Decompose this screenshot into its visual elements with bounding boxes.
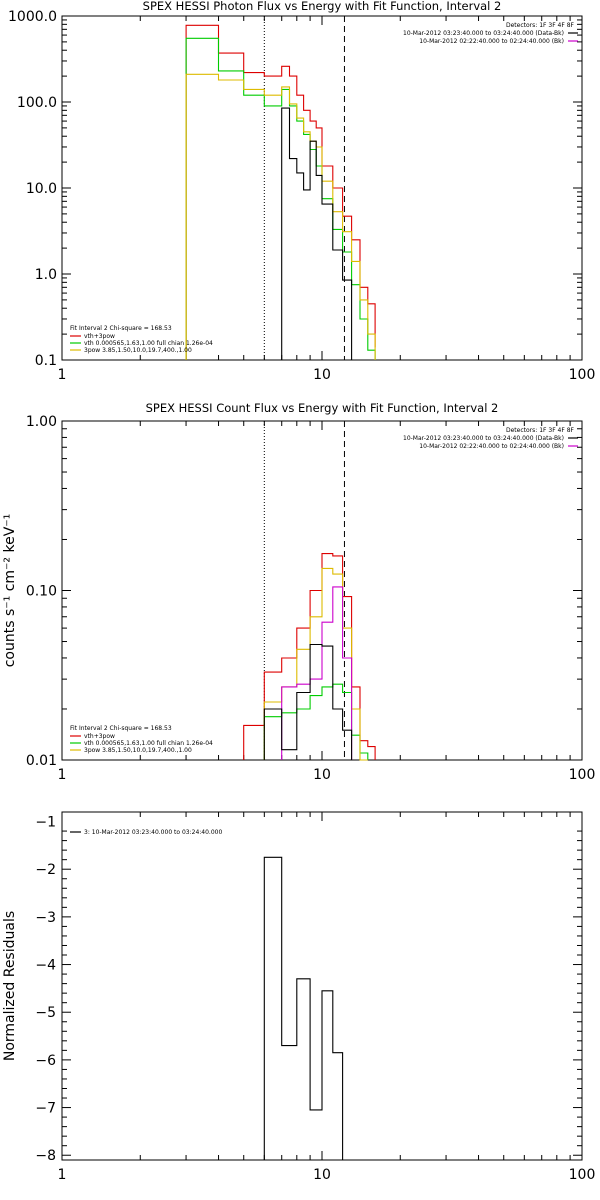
legend-left-label-3: 3pow 3.85,1.50,10.0,19.7,400.,1.00: [84, 347, 192, 354]
y-tick-label: −6: [35, 1053, 56, 1069]
header-line-1: Detectors: 1F 3F 4F 8F: [506, 427, 575, 434]
series-step-3: [185, 73, 376, 360]
series-step-1: [243, 553, 376, 760]
series-step-4: [281, 107, 353, 360]
y-tick-label: 100.0: [17, 95, 57, 111]
x-tick-label: 1: [58, 767, 67, 783]
y-tick-label: −8: [35, 1148, 56, 1164]
y-tick-label: −2: [35, 862, 56, 878]
series-step-2: [185, 37, 376, 360]
series-step-5: [263, 643, 353, 760]
series-step-4: [281, 586, 353, 760]
x-tick-label: 100: [569, 767, 596, 783]
series-step-2: [263, 683, 369, 760]
legend-left-label-1: vth+3pow: [84, 333, 115, 340]
header-line-3: 10-Mar-2012 02:22:40.000 to 02:24:40.000…: [419, 443, 564, 450]
chart-panel-1: SPEX HESSI Photon Flux vs Energy with Fi…: [8, 0, 595, 383]
x-tick-label: 100: [569, 367, 596, 383]
y-axis-label: counts s⁻¹ cm⁻² keV⁻¹: [2, 514, 18, 668]
y-axis-label: Normalized Residuals: [2, 911, 18, 1061]
y-tick-label: −7: [35, 1101, 56, 1117]
x-tick-label: 10: [313, 367, 331, 383]
header-line-1: Detectors: 1F 3F 4F 8F: [506, 22, 575, 29]
x-tick-label: 10: [313, 767, 331, 783]
y-tick-label: 0.10: [26, 584, 57, 600]
y-tick-label: 10.0: [26, 181, 57, 197]
y-tick-label: 1.0: [35, 267, 57, 283]
legend-left-label-3: 3pow 3.85,1.50,10.0,19.7,400.,1.00: [84, 747, 192, 754]
header-line-2: 10-Mar-2012 03:23:40.000 to 03:24:40.000…: [403, 435, 564, 442]
y-tick-label: 0.01: [26, 753, 57, 769]
legend-left-label-2: vth 0.000565,1.63,1.00 full chian 1.26e-…: [84, 740, 213, 747]
legend-left-label-2: vth 0.000565,1.63,1.00 full chian 1.26e-…: [84, 340, 213, 347]
x-tick-label: 10: [313, 1167, 331, 1183]
y-tick-label: −4: [35, 958, 56, 974]
header-line-2: 10-Mar-2012 03:23:40.000 to 03:24:40.000…: [403, 30, 564, 37]
legend-left-title: Fit Interval 2 Chi-square = 168.53: [70, 725, 172, 732]
legend-left-label-1: 3: 10-Mar-2012 03:23:40.000 to 03:24:40.…: [84, 829, 222, 836]
y-tick-label: −3: [35, 910, 56, 926]
x-tick-label: 100: [569, 1167, 596, 1183]
x-tick-label: 1: [58, 367, 67, 383]
y-tick-label: 1.00: [26, 414, 57, 430]
series-step-1: [263, 856, 344, 1160]
chart-title: SPEX HESSI Photon Flux vs Energy with Fi…: [143, 0, 502, 13]
header-line-3: 10-Mar-2012 02:22:40.000 to 02:24:40.000…: [419, 38, 564, 45]
chart-panel-2: SPEX HESSI Count Flux vs Energy with Fit…: [2, 401, 595, 783]
legend-left-title: Fit Interval 2 Chi-square = 168.53: [70, 325, 172, 332]
y-tick-label: −1: [35, 815, 56, 831]
series-step-1: [185, 24, 376, 360]
series-step-3: [263, 567, 368, 761]
y-tick-label: −5: [35, 1005, 56, 1021]
y-tick-label: 1000.0: [8, 9, 57, 25]
legend-left-label-1: vth+3pow: [84, 733, 115, 740]
chart-panel-3: 1 10 100 −1 −2 −3 −4 −5 −6 −7 −8 Normalized Residua…: [2, 811, 596, 1183]
chart-title: SPEX HESSI Count Flux vs Energy with Fit…: [146, 401, 499, 415]
y-tick-label: 0.1: [35, 353, 57, 369]
x-tick-label: 1: [58, 1167, 67, 1183]
